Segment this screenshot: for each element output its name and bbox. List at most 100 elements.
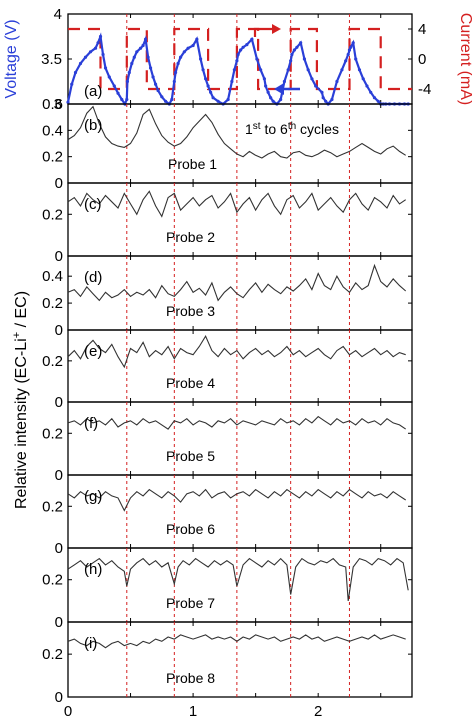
voltage-point <box>216 99 220 103</box>
panel-letter: (h) <box>84 561 102 578</box>
panel-frame <box>67 103 413 184</box>
voltage-point <box>211 96 215 100</box>
y-tick-label: 0 <box>55 394 63 411</box>
voltage-point <box>347 48 352 52</box>
panel-frame <box>67 474 413 549</box>
y-tick-label: 0.2 <box>42 295 63 312</box>
voltage-point <box>235 59 239 63</box>
voltage-point <box>182 50 186 54</box>
panel-h: 0 0.2 Probe 7 (h) <box>42 547 413 631</box>
y-tick-label: 0.2 <box>42 646 63 663</box>
arrow-current-head <box>272 24 281 34</box>
voltage-point <box>132 55 136 59</box>
series-line <box>67 415 407 430</box>
y-tick-label-right: 4 <box>418 21 426 38</box>
probe-label: Probe 4 <box>166 375 215 391</box>
voltage-point <box>143 37 148 41</box>
y-tick-label: 0 <box>55 689 63 706</box>
voltage-point <box>292 48 297 52</box>
voltage-point <box>271 99 275 103</box>
voltage-point <box>156 88 160 93</box>
voltage-point <box>232 68 236 72</box>
y-tick-label: 0.2 <box>42 353 63 370</box>
panel-i: 0 0.2 Probe 8 (i) <box>42 621 413 706</box>
voltage-point <box>170 97 174 102</box>
voltage-point <box>264 84 268 88</box>
series-line <box>67 263 407 302</box>
panel-b: 0 0.2 0.4 0.6 Probe 1 (b) <box>42 96 413 192</box>
panel-frame <box>67 182 413 257</box>
probe-label: Probe 3 <box>166 303 215 319</box>
y-tick-label-left: 4 <box>54 6 62 23</box>
probe-label: Probe 1 <box>168 156 217 172</box>
panel-g: 0 0.2 Probe 6 (g) <box>42 474 413 557</box>
voltage-point <box>96 41 100 45</box>
voltage-point <box>195 37 199 41</box>
y-tick-label: 0.2 <box>42 425 63 442</box>
voltage-point <box>176 61 180 66</box>
voltage-point <box>335 79 339 84</box>
voltage-point <box>204 77 208 81</box>
voltage-point <box>259 68 263 72</box>
voltage-point <box>226 97 230 102</box>
voltage-point <box>239 48 243 52</box>
y-tick-label: 0 <box>55 467 63 484</box>
voltage-point <box>172 79 176 84</box>
series-line <box>67 557 409 601</box>
voltage-point <box>198 57 203 61</box>
voltage-point <box>245 43 249 47</box>
panel-letter: (e) <box>84 343 102 360</box>
y-axis-title-current: Current (mA) <box>457 13 472 105</box>
voltage-point <box>372 96 377 100</box>
panel-letter: (i) <box>84 635 97 652</box>
y-tick-label-right: -4 <box>418 81 431 98</box>
panel-frame <box>67 13 413 105</box>
voltage-point <box>70 82 74 86</box>
panel-letter: (a) <box>84 83 102 100</box>
voltage-point <box>127 70 131 75</box>
y-tick-label: 0.4 <box>42 122 63 139</box>
panel-frame <box>67 329 413 403</box>
voltage-point <box>376 99 380 103</box>
voltage-point <box>262 77 266 81</box>
voltage-point <box>73 70 78 75</box>
voltage-point <box>321 96 325 100</box>
y-tick-label: 0.2 <box>42 206 63 223</box>
voltage-point <box>354 57 358 61</box>
voltage-point <box>98 34 103 39</box>
probe-label: Probe 6 <box>166 521 215 537</box>
y-tick-label: 0 <box>55 248 63 265</box>
voltage-point <box>191 43 195 48</box>
voltage-point <box>160 95 164 99</box>
cycles-annotation: 1st to 6th cycles <box>245 121 339 138</box>
voltage-point <box>103 66 108 70</box>
voltage-point <box>101 52 105 57</box>
panel-letter: (f) <box>84 415 98 432</box>
y-tick-label: 0 <box>55 614 63 631</box>
voltage-point <box>349 45 353 49</box>
voltage-point <box>163 99 168 103</box>
y-tick-label-left: 3 <box>54 96 62 113</box>
panel-letter: (b) <box>84 117 102 134</box>
voltage-point <box>88 50 93 54</box>
panel-d: 0 0.2 0.4 Probe 3 (d) <box>42 255 413 339</box>
panel-frame <box>67 621 413 698</box>
voltage-point <box>125 79 130 84</box>
voltage-point <box>116 91 120 95</box>
panel-a: 3 3.5 4 4 0 -4 Voltage (V) Current (mA) (a) <box>3 6 472 113</box>
voltage-point <box>357 68 362 72</box>
panel-c: 0 0.2 Probe 2 (c) <box>42 182 413 265</box>
series-line <box>67 634 406 649</box>
voltage-point <box>324 99 328 103</box>
y-tick-label: 0 <box>55 322 63 339</box>
voltage-point <box>83 55 88 59</box>
probe-label: Probe 7 <box>166 595 215 611</box>
voltage-point <box>209 90 213 94</box>
voltage-point <box>66 100 70 104</box>
voltage-point <box>178 55 183 59</box>
y-tick-label: 0 <box>55 175 63 192</box>
voltage-point <box>130 61 134 66</box>
panel-frame <box>67 401 413 476</box>
panel-letter: (c) <box>84 196 102 213</box>
